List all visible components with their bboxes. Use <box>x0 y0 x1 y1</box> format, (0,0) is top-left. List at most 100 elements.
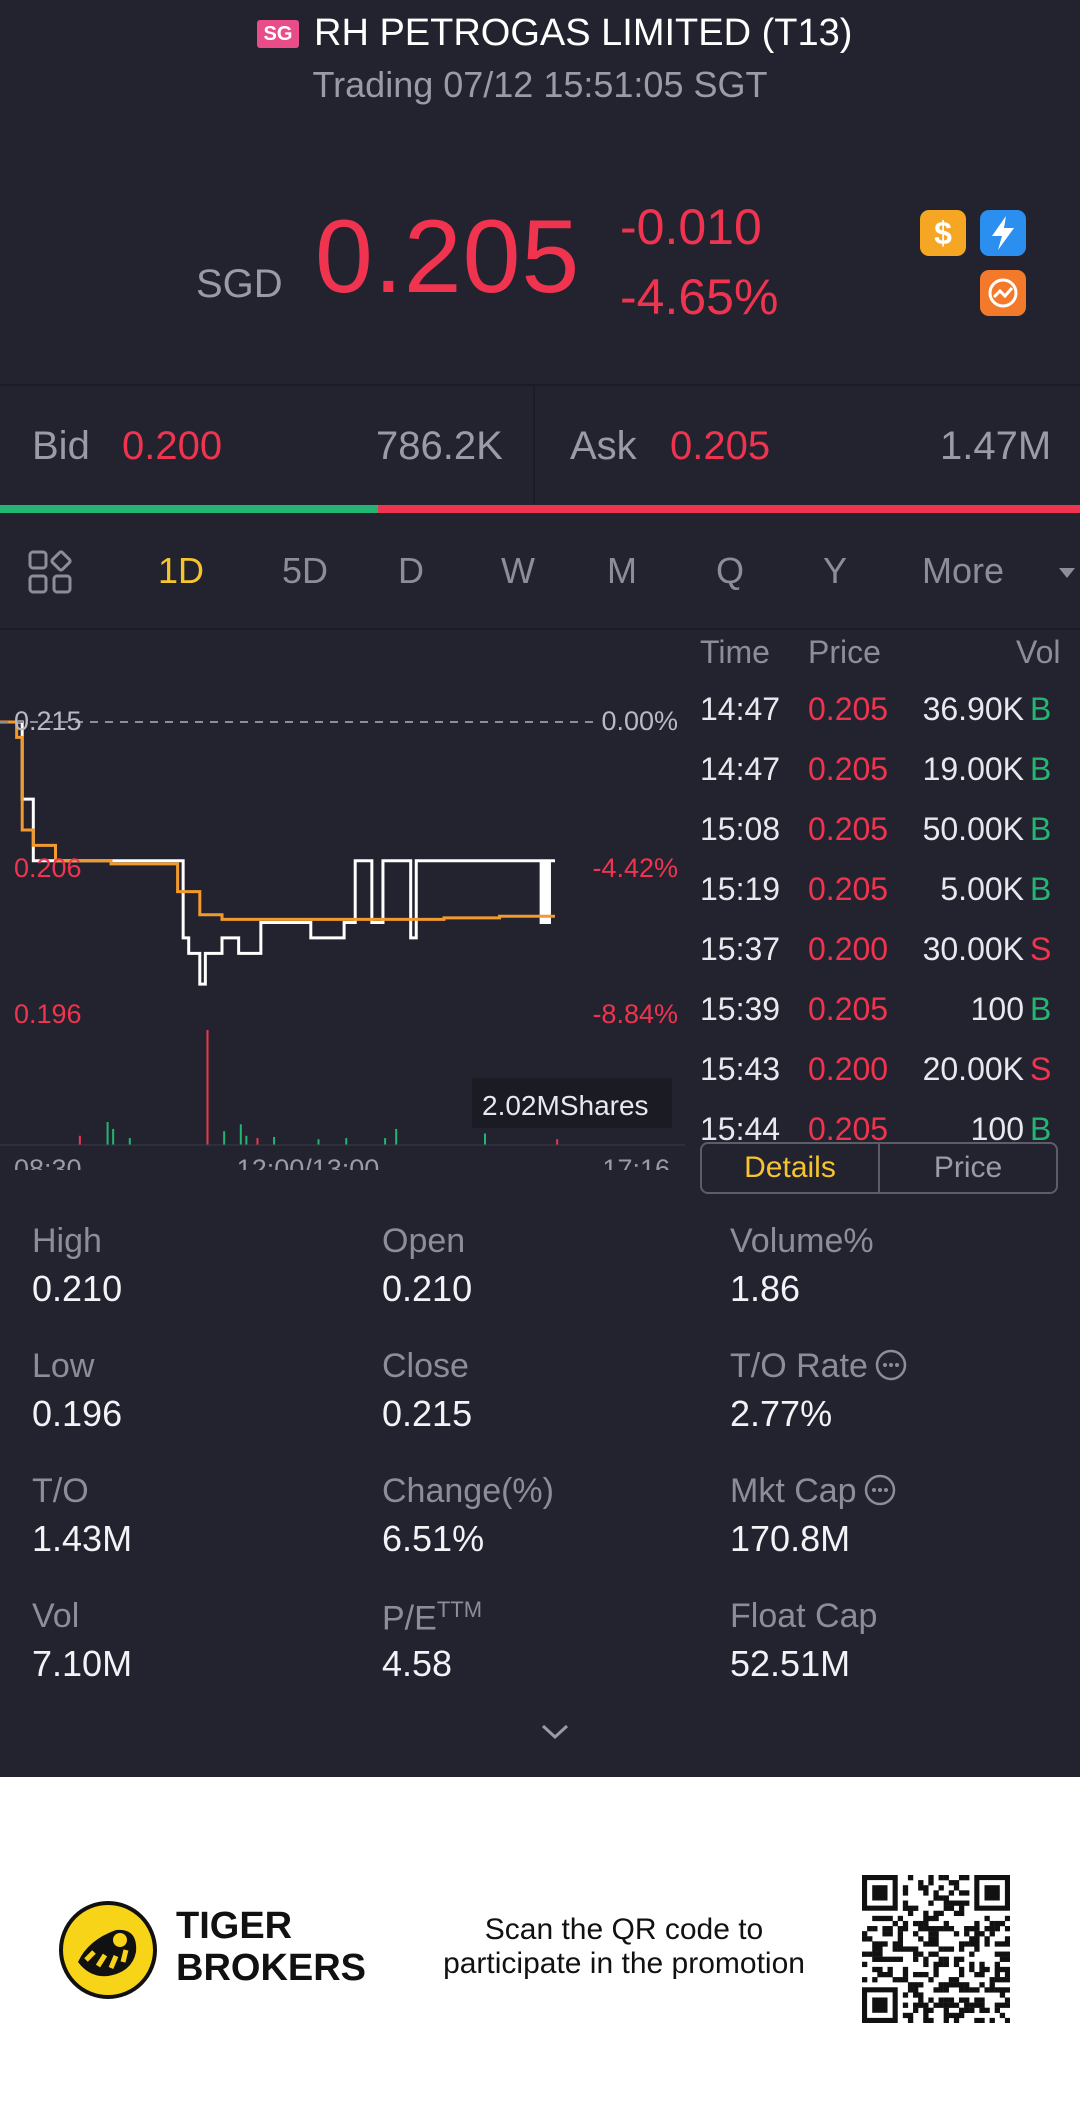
tab-w[interactable]: W <box>501 550 535 591</box>
qr-module <box>913 1931 919 1937</box>
tab-5d[interactable]: 5D <box>282 550 329 591</box>
qr-module <box>897 1931 904 1937</box>
qr-module <box>933 1941 939 1947</box>
qr-module <box>948 1982 955 1988</box>
info-icon[interactable] <box>868 1347 908 1385</box>
qr-module <box>902 1966 909 1973</box>
qr-module <box>907 1875 914 1881</box>
pct-tick-label: 0.00% <box>601 706 678 736</box>
qr-module <box>994 1926 1000 1932</box>
qr-module <box>933 1936 939 1942</box>
qr-code[interactable] <box>862 1875 1010 2023</box>
stat-label-text: T/O Rate <box>730 1347 868 1385</box>
qr-module <box>964 1875 970 1881</box>
qr-module <box>1004 2017 1010 2023</box>
qr-module <box>902 1900 909 1906</box>
price-change: -0.010 <box>620 199 762 255</box>
qr-module <box>958 1997 965 2003</box>
qr-module <box>913 1920 919 1927</box>
qr-module <box>902 1890 909 1896</box>
qr-module <box>933 1951 939 1957</box>
qr-module <box>877 1915 883 1922</box>
qr-module <box>1004 1951 1010 1957</box>
stat-label-text: High <box>32 1222 102 1260</box>
qr-module <box>979 1931 985 1937</box>
qr-module <box>897 1977 904 1983</box>
qr-module <box>943 2017 949 2023</box>
x-tick-label: 17:16 <box>602 1154 670 1170</box>
qr-module <box>913 1971 919 1978</box>
qr-module <box>953 1880 960 1886</box>
qr-module <box>933 1895 939 1901</box>
qr-module <box>918 1920 924 1927</box>
qr-module <box>1004 1956 1010 1962</box>
layout-grid-icon[interactable] <box>28 550 74 601</box>
qr-module <box>913 1946 919 1952</box>
info-icon[interactable] <box>857 1472 897 1510</box>
stat-value: 4.58 <box>382 1643 453 1684</box>
qr-module <box>872 1951 878 1957</box>
qr-module <box>892 1920 898 1927</box>
y-tick-label: 0.206 <box>14 853 82 883</box>
intraday-chart[interactable]: 0.215 0.206 0.196 0.00% -4.42% -8.84% 2.… <box>0 630 690 1170</box>
qr-module <box>928 1997 934 2003</box>
chart-badge-icon[interactable] <box>980 270 1026 316</box>
trade-volume: 19.00K <box>922 751 1024 787</box>
stat-label-text: P/E <box>382 1599 437 1638</box>
qr-module <box>928 1951 934 1957</box>
stat-label-text: Open <box>382 1222 466 1260</box>
qr-module <box>928 2017 934 2023</box>
chevron-down-icon[interactable] <box>1058 566 1076 585</box>
qr-module <box>933 1961 939 1968</box>
stat-value: 0.210 <box>382 1268 473 1309</box>
qr-module <box>979 1997 985 2003</box>
dollar-icon[interactable]: $ <box>920 210 966 256</box>
trade-side: B <box>1030 1111 1052 1147</box>
details-button[interactable]: Details <box>700 1142 880 1194</box>
tab-1d[interactable]: 1D <box>158 550 205 591</box>
y-tick-label: 0.215 <box>14 706 82 736</box>
qr-module <box>933 1971 939 1978</box>
divider <box>0 384 1080 386</box>
qr-module <box>994 1920 1000 1927</box>
stat-value: 170.8M <box>730 1518 851 1559</box>
qr-module <box>984 1926 990 1932</box>
qr-module <box>948 1905 955 1911</box>
qr-module <box>913 2002 919 2008</box>
tab-d[interactable]: D <box>398 550 424 591</box>
tab-q[interactable]: Q <box>716 550 745 591</box>
volume-bar <box>256 1138 259 1145</box>
qr-module <box>989 2017 995 2023</box>
qr-module <box>887 1971 893 1978</box>
trade-time: 14:47 <box>700 751 781 787</box>
qr-module <box>928 1941 934 1947</box>
chevron-down-icon[interactable] <box>540 1722 570 1747</box>
qr-module <box>969 1966 975 1973</box>
qr-module <box>877 1941 883 1947</box>
trade-time: 15:43 <box>700 1051 781 1087</box>
qr-module <box>928 1900 934 1906</box>
price-line <box>0 720 555 986</box>
qr-module <box>862 1936 868 1942</box>
qr-module <box>872 1946 878 1952</box>
qr-module <box>953 1931 960 1937</box>
qr-module <box>999 1920 1006 1927</box>
qr-module <box>969 2002 975 2008</box>
qr-module <box>979 2007 985 2013</box>
divider <box>0 628 1080 630</box>
tab-y[interactable]: Y <box>823 550 848 591</box>
tab-more[interactable]: More <box>922 550 1005 591</box>
qr-module <box>907 1982 914 1988</box>
qr-module <box>902 1920 909 1927</box>
flash-icon[interactable] <box>980 210 1026 256</box>
qr-module <box>902 2002 909 2008</box>
trade-time: 15:39 <box>700 991 781 1027</box>
qr-finder <box>984 1885 1000 1901</box>
qr-module <box>882 1926 888 1932</box>
price-button[interactable]: Price <box>878 1142 1058 1194</box>
trade-price: 0.200 <box>808 1051 889 1087</box>
qr-module <box>999 2002 1006 2008</box>
tab-m[interactable]: M <box>607 550 637 591</box>
qr-module <box>933 2002 939 2008</box>
qr-module <box>953 2012 960 2019</box>
